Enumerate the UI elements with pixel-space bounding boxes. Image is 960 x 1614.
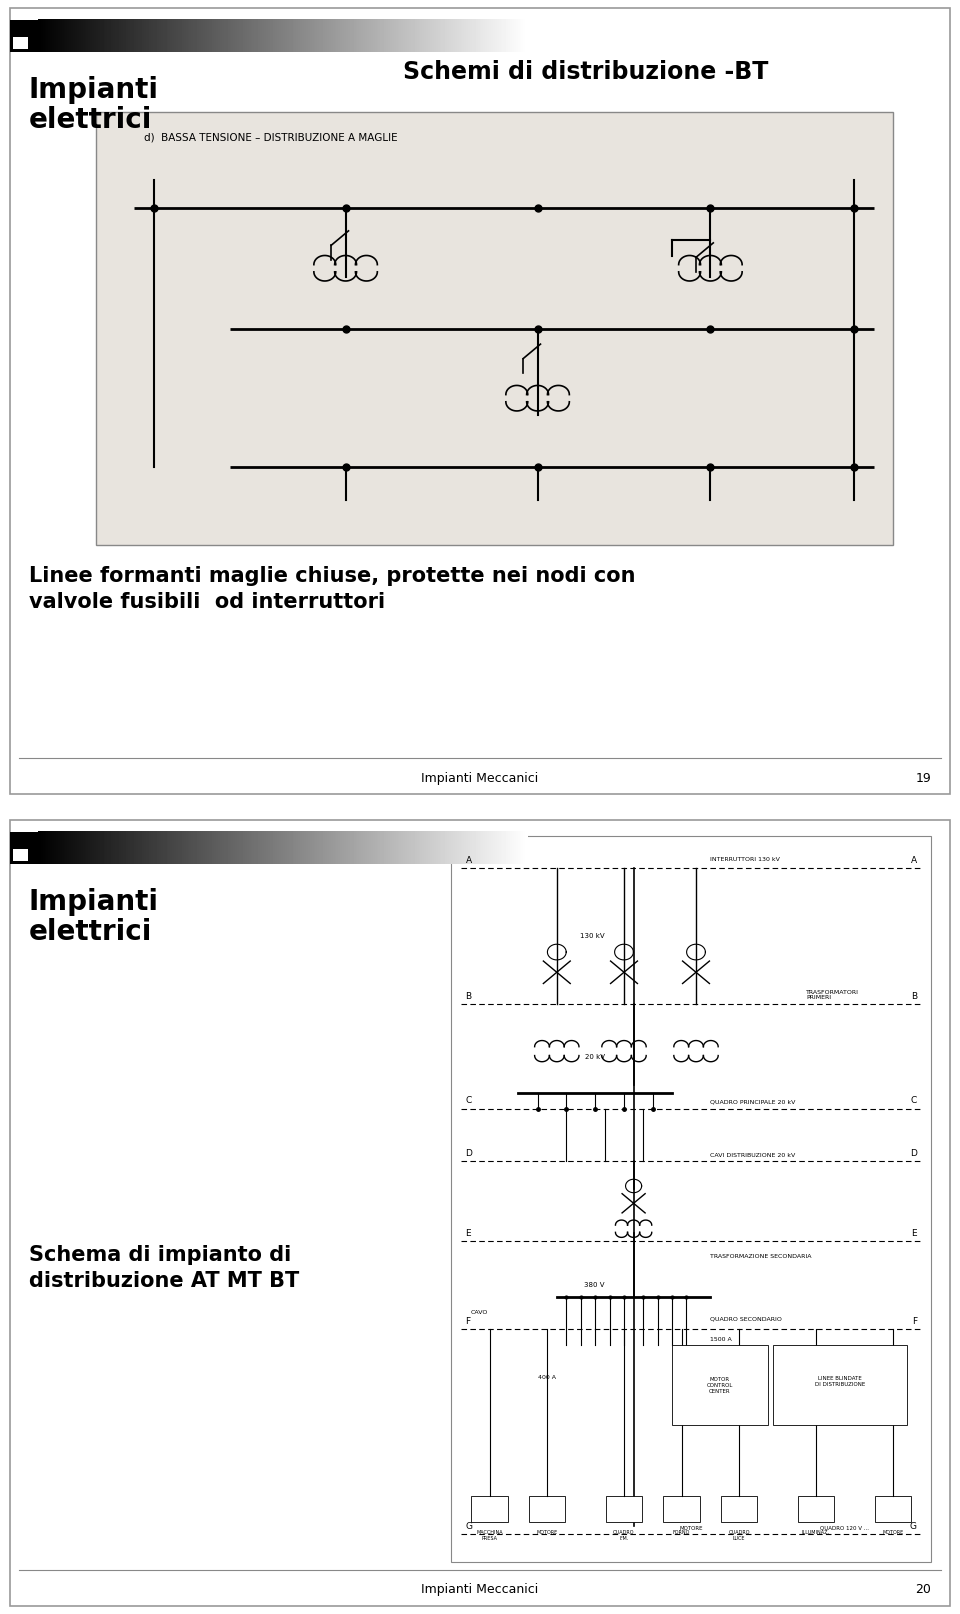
Text: INTERRUTTORI 130 kV: INTERRUTTORI 130 kV <box>710 857 780 862</box>
Bar <box>471 1496 508 1522</box>
Bar <box>13 849 28 860</box>
Bar <box>10 831 41 863</box>
Text: 130 kV: 130 kV <box>580 933 605 939</box>
Bar <box>672 1346 768 1425</box>
Text: MOTORE: MOTORE <box>537 1530 558 1535</box>
Text: MOTORE: MOTORE <box>882 1530 903 1535</box>
Bar <box>96 113 893 546</box>
Text: D: D <box>910 1149 917 1157</box>
Text: B: B <box>466 993 471 1001</box>
Text: 19: 19 <box>916 771 931 784</box>
Text: C: C <box>910 1096 917 1106</box>
Text: QUADRO SECONDARIO: QUADRO SECONDARIO <box>710 1315 782 1322</box>
Bar <box>529 1496 565 1522</box>
Bar <box>606 1496 642 1522</box>
Bar <box>798 1496 834 1522</box>
Text: 1500 A: 1500 A <box>710 1338 732 1343</box>
Text: CAVO: CAVO <box>470 1311 488 1315</box>
Text: Impianti
elettrici: Impianti elettrici <box>29 888 158 946</box>
Bar <box>721 1496 757 1522</box>
Text: MACCHINA
PRESA: MACCHINA PRESA <box>476 1530 503 1541</box>
Text: d)  BASSA TENSIONE – DISTRIBUZIONE A MAGLIE: d) BASSA TENSIONE – DISTRIBUZIONE A MAGL… <box>144 132 397 142</box>
Text: QUADRO PRINCIPALE 20 kV: QUADRO PRINCIPALE 20 kV <box>710 1099 796 1104</box>
Text: QUADRO
F.M.: QUADRO F.M. <box>613 1530 635 1541</box>
Text: Linee formanti maglie chiuse, protette nei nodi con
valvole fusibili  od interru: Linee formanti maglie chiuse, protette n… <box>29 565 636 612</box>
Bar <box>773 1346 907 1425</box>
Text: A: A <box>911 855 917 865</box>
Text: 400 A: 400 A <box>539 1375 556 1380</box>
Text: D: D <box>466 1149 472 1157</box>
Text: B: B <box>911 993 917 1001</box>
Text: QUADRO
LUCE: QUADRO LUCE <box>729 1530 750 1541</box>
Bar <box>875 1496 911 1522</box>
Text: C: C <box>466 1096 472 1106</box>
Text: TRASFORMATORI
PRIMERI: TRASFORMATORI PRIMERI <box>806 989 859 1001</box>
Text: TRASFORMAZIONE SECONDARIA: TRASFORMAZIONE SECONDARIA <box>710 1254 812 1259</box>
Bar <box>663 1496 700 1522</box>
Text: G: G <box>466 1522 472 1530</box>
Text: ILLUMINAZ.: ILLUMINAZ. <box>802 1530 830 1535</box>
Text: QUADRO 120 V ...: QUADRO 120 V ... <box>820 1525 870 1530</box>
Text: Impianti Meccanici: Impianti Meccanici <box>421 771 539 784</box>
Text: Impianti
elettrici: Impianti elettrici <box>29 76 158 134</box>
Text: MOTORE: MOTORE <box>680 1525 703 1530</box>
Bar <box>13 37 28 48</box>
Text: G: G <box>910 1522 917 1530</box>
Bar <box>10 19 41 52</box>
Text: 20 kV: 20 kV <box>585 1054 605 1059</box>
Text: FORNO: FORNO <box>673 1530 690 1535</box>
Text: 20: 20 <box>915 1583 931 1596</box>
Text: LINEE BLINDATE
DI DISTRIBUZIONE: LINEE BLINDATE DI DISTRIBUZIONE <box>815 1377 865 1386</box>
Text: E: E <box>466 1228 471 1238</box>
Text: 380 V: 380 V <box>585 1282 605 1288</box>
Text: F: F <box>912 1317 917 1327</box>
Text: Impianti Meccanici: Impianti Meccanici <box>421 1583 539 1596</box>
Text: Schema di impianto di
distribuzione AT MT BT: Schema di impianto di distribuzione AT M… <box>29 1244 300 1291</box>
Text: CAVI DISTRIBUZIONE 20 kV: CAVI DISTRIBUZIONE 20 kV <box>710 1152 796 1157</box>
Bar <box>451 836 931 1562</box>
Text: F: F <box>466 1317 470 1327</box>
Text: Schemi di distribuzione -BT: Schemi di distribuzione -BT <box>403 60 769 84</box>
Text: A: A <box>466 855 471 865</box>
Text: E: E <box>911 1228 917 1238</box>
Text: MOTOR
CONTROL
CENTER: MOTOR CONTROL CENTER <box>707 1377 733 1393</box>
